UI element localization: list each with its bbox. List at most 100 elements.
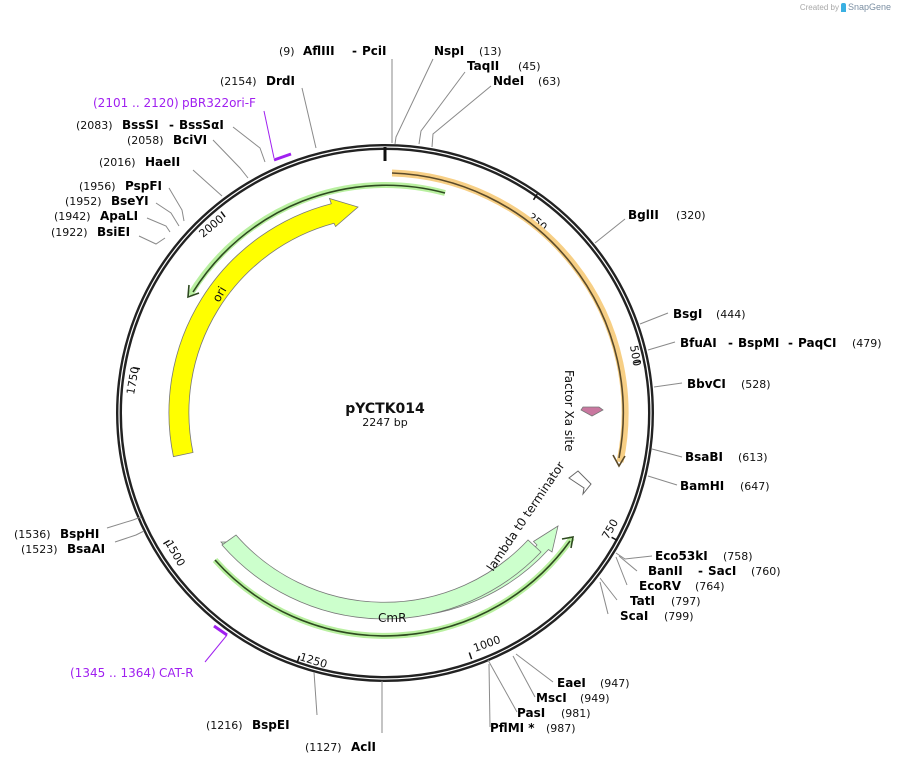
- site-bspEI[interactable]: (1216) BspEI: [206, 718, 290, 732]
- site-name: Eco53kI: [655, 549, 708, 563]
- primer-pbr322ori-f-range: (2101 .. 2120): [93, 96, 179, 110]
- site-pspFI[interactable]: (1956) PspFI: [79, 179, 162, 193]
- site-name: AclI: [351, 740, 376, 754]
- ori-label: ori: [209, 284, 229, 305]
- site-pflMI[interactable]: PflMI * (987): [490, 721, 576, 735]
- site-name-2: BspMI: [738, 336, 779, 350]
- site-bamHI[interactable]: BamHI (647): [680, 479, 770, 493]
- site-pos: (45): [518, 60, 541, 73]
- site-pos: (647): [740, 480, 770, 493]
- primer-pbr322ori-f[interactable]: (2101 .. 2120) pBR322ori-F: [93, 96, 292, 162]
- site-pos: (479): [852, 337, 882, 350]
- site-eaeI[interactable]: EaeI (947): [557, 676, 630, 690]
- cmr-band: [221, 534, 542, 620]
- site-mscI[interactable]: MscI (949): [536, 691, 610, 705]
- site-bfuAI-bspMI-paqCI[interactable]: BfuAI - BspMI - PaqCI (479): [680, 336, 882, 350]
- site-pos: (2154): [220, 75, 257, 88]
- site-name: BspEI: [252, 718, 290, 732]
- site-name: PspFI: [125, 179, 162, 193]
- site-pos: (764): [695, 580, 725, 593]
- site-name: TatI: [630, 594, 655, 608]
- site-bsiEI[interactable]: (1922) BsiEI: [51, 225, 130, 239]
- site-nspI[interactable]: NspI (13): [434, 44, 502, 58]
- site-pos: (1956): [79, 180, 116, 193]
- site-ndeI[interactable]: NdeI (63): [493, 74, 561, 88]
- credit-prefix: Created by: [799, 2, 839, 12]
- site-labels: (9) AflIII - PciI NspI (13) TaqII (45) N…: [14, 44, 882, 754]
- site-ecoRV[interactable]: EcoRV (764): [639, 579, 725, 593]
- site-haeII[interactable]: (2016) HaeII: [99, 155, 180, 169]
- site-aclI[interactable]: (1127) AclI: [305, 740, 376, 754]
- site-name: ScaI: [620, 609, 648, 623]
- site-scaI[interactable]: ScaI (799): [620, 609, 694, 623]
- site-bsgI[interactable]: BsgI (444): [673, 307, 746, 321]
- site-name: BsgI: [673, 307, 702, 321]
- site-bsaBI[interactable]: BsaBI (613): [685, 450, 768, 464]
- site-pos: (947): [600, 677, 630, 690]
- site-dash: -: [698, 564, 703, 578]
- site-dash: -: [728, 336, 733, 350]
- site-pos: (2083): [76, 119, 113, 132]
- site-pos: (320): [676, 209, 706, 222]
- site-pos: (444): [716, 308, 746, 321]
- site-dash: -: [169, 118, 174, 132]
- site-drdI[interactable]: (2154) DrdI: [220, 74, 295, 88]
- site-bsaAI[interactable]: (1523) BsaAI: [21, 542, 105, 556]
- site-name: EcoRV: [639, 579, 682, 593]
- site-name: BssSI: [122, 118, 159, 132]
- site-pos: (1922): [51, 226, 88, 239]
- site-name: ApaLI: [100, 209, 138, 223]
- site-pos: (1942): [54, 210, 91, 223]
- site-name: BbvCI: [687, 377, 726, 391]
- site-pos: (1523): [21, 543, 58, 556]
- site-name: MscI: [536, 691, 567, 705]
- site-pos: (981): [561, 707, 591, 720]
- site-name: BsaAI: [67, 542, 105, 556]
- site-eco53kI[interactable]: Eco53kI (758): [655, 549, 753, 563]
- factor-xa-site[interactable]: Factor Xa site: [562, 370, 604, 452]
- site-pos: (1216): [206, 719, 243, 732]
- site-dash: -: [788, 336, 793, 350]
- site-name: PflMI *: [490, 721, 535, 735]
- lambda-t0-terminator-arrow[interactable]: [568, 470, 592, 496]
- ori-feature[interactable]: ori: [168, 197, 359, 458]
- site-name: HaeII: [145, 155, 180, 169]
- site-bciVI[interactable]: (2058) BciVI: [127, 133, 207, 147]
- site-name: PasI: [517, 706, 545, 720]
- site-banII-sacI[interactable]: BanII - SacI (760): [648, 564, 781, 578]
- site-pos: (758): [723, 550, 753, 563]
- primer-cat-r-range: (1345 .. 1364): [70, 666, 156, 680]
- ticks: [132, 193, 641, 663]
- site-name-3: PaqCI: [798, 336, 836, 350]
- cmr-feature[interactable]: CmR lambda t0 terminator: [220, 459, 567, 625]
- site-pos: (1536): [14, 528, 51, 541]
- site-taqII[interactable]: TaqII (45): [467, 59, 541, 73]
- site-bssSI-bssSaI[interactable]: (2083) BssSI - BssSαI: [76, 118, 224, 132]
- primer-cat-r[interactable]: (1345 .. 1364) CAT-R: [70, 624, 228, 680]
- site-bseYI[interactable]: (1952) BseYI: [65, 194, 149, 208]
- site-name: BspHI: [60, 527, 99, 541]
- site-tatI[interactable]: TatI (797): [630, 594, 701, 608]
- site-name: AflIII: [303, 44, 335, 58]
- cmr-label: CmR: [378, 611, 406, 625]
- factor-xa-arrow[interactable]: [580, 406, 604, 417]
- plasmid-name: pYCTK014: [345, 401, 425, 417]
- site-name: EaeI: [557, 676, 586, 690]
- orange-orf-arc: [391, 169, 629, 468]
- site-name: BsaBI: [685, 450, 723, 464]
- tick-1750: 1750: [124, 366, 142, 396]
- site-apaLI[interactable]: (1942) ApaLI: [54, 209, 138, 223]
- green-orf-arc-bottom: [212, 536, 575, 639]
- site-name: DrdI: [266, 74, 295, 88]
- site-bglII[interactable]: BglII (320): [628, 208, 706, 222]
- ori-arrow[interactable]: [168, 197, 359, 458]
- site-aflIII-pciI[interactable]: (9) AflIII - PciI: [279, 44, 387, 58]
- site-connectors: [106, 58, 683, 733]
- factor-xa-label: Factor Xa site: [562, 370, 576, 452]
- site-bspHI[interactable]: (1536) BspHI: [14, 527, 99, 541]
- site-pos: (9): [279, 45, 295, 58]
- site-bbvCI[interactable]: BbvCI (528): [687, 377, 771, 391]
- site-name: NspI: [434, 44, 464, 58]
- site-pasI[interactable]: PasI (981): [517, 706, 591, 720]
